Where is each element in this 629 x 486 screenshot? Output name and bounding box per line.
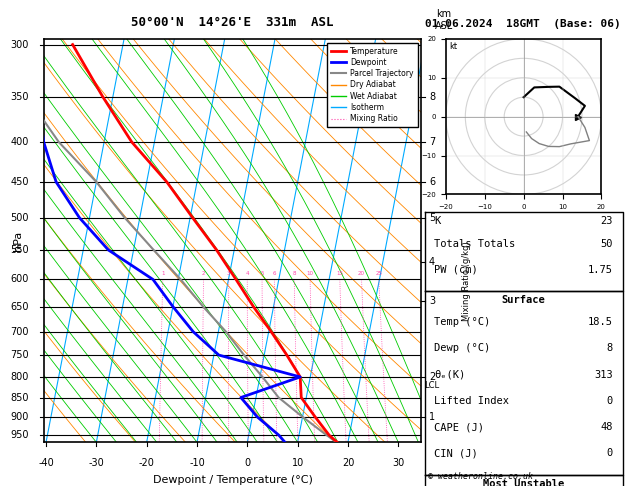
Text: 50: 50	[600, 239, 613, 248]
Text: 7: 7	[429, 137, 435, 147]
Text: 1.75: 1.75	[588, 265, 613, 275]
Text: 3: 3	[227, 271, 230, 276]
Text: 15: 15	[337, 271, 343, 276]
Text: 750: 750	[10, 350, 29, 360]
Text: 48: 48	[600, 422, 613, 432]
Text: 0: 0	[244, 458, 250, 469]
Text: 4: 4	[245, 271, 249, 276]
Text: 8: 8	[606, 344, 613, 353]
Text: 10: 10	[306, 271, 313, 276]
Text: 350: 350	[11, 92, 29, 102]
Text: Surface: Surface	[502, 295, 545, 305]
Text: 01.06.2024  18GMT  (Base: 06): 01.06.2024 18GMT (Base: 06)	[425, 19, 620, 29]
Text: 700: 700	[11, 327, 29, 337]
Text: 900: 900	[11, 412, 29, 422]
Text: -40: -40	[38, 458, 54, 469]
Text: Mixing Ratio (g/kg): Mixing Ratio (g/kg)	[462, 241, 471, 321]
Text: 20: 20	[358, 271, 365, 276]
Text: 25: 25	[375, 271, 382, 276]
Text: 550: 550	[10, 245, 29, 255]
Text: 50°00'N  14°26'E  331m  ASL: 50°00'N 14°26'E 331m ASL	[131, 16, 334, 29]
Text: 500: 500	[11, 213, 29, 223]
Text: θₑ(K): θₑ(K)	[435, 370, 465, 380]
Text: Most Unstable: Most Unstable	[483, 479, 564, 486]
Text: 650: 650	[11, 302, 29, 312]
Text: Temp (°C): Temp (°C)	[435, 317, 491, 327]
Text: © weatheronline.co.uk: © weatheronline.co.uk	[428, 472, 533, 481]
Text: 8: 8	[429, 92, 435, 102]
Text: 5: 5	[429, 213, 435, 223]
Text: 10: 10	[291, 458, 304, 469]
Text: kt: kt	[449, 42, 457, 51]
Text: 950: 950	[11, 430, 29, 440]
Text: 3: 3	[429, 296, 435, 306]
Text: 1: 1	[429, 412, 435, 422]
Text: 30: 30	[392, 458, 404, 469]
Text: Totals Totals: Totals Totals	[435, 239, 516, 248]
Text: CAPE (J): CAPE (J)	[435, 422, 484, 432]
Text: 1: 1	[161, 271, 165, 276]
Text: km
ASL: km ASL	[435, 9, 454, 31]
Text: 18.5: 18.5	[588, 317, 613, 327]
Legend: Temperature, Dewpoint, Parcel Trajectory, Dry Adiabat, Wet Adiabat, Isotherm, Mi: Temperature, Dewpoint, Parcel Trajectory…	[327, 43, 418, 127]
Text: 0: 0	[606, 448, 613, 458]
Text: 313: 313	[594, 370, 613, 380]
Text: 800: 800	[11, 372, 29, 382]
Text: 300: 300	[11, 39, 29, 50]
Text: 850: 850	[11, 393, 29, 402]
Text: PW (cm): PW (cm)	[435, 265, 478, 275]
Text: -30: -30	[89, 458, 104, 469]
Text: CIN (J): CIN (J)	[435, 448, 478, 458]
Text: 2: 2	[202, 271, 205, 276]
Text: -20: -20	[139, 458, 155, 469]
Text: Dewpoint / Temperature (°C): Dewpoint / Temperature (°C)	[153, 474, 313, 485]
Text: K: K	[435, 216, 441, 226]
Text: 400: 400	[11, 137, 29, 147]
Text: 450: 450	[11, 177, 29, 187]
Text: 5: 5	[260, 271, 264, 276]
Text: 2: 2	[429, 372, 435, 382]
Text: Dewp (°C): Dewp (°C)	[435, 344, 491, 353]
Text: hPa: hPa	[13, 230, 23, 251]
Text: 4: 4	[429, 257, 435, 267]
Text: -10: -10	[189, 458, 205, 469]
Text: 6: 6	[429, 177, 435, 187]
Text: Lifted Index: Lifted Index	[435, 396, 509, 406]
Text: 23: 23	[600, 216, 613, 226]
Text: 600: 600	[11, 275, 29, 284]
Text: 20: 20	[342, 458, 354, 469]
Text: 0: 0	[606, 396, 613, 406]
Text: LCL: LCL	[424, 381, 439, 390]
Text: 6: 6	[272, 271, 276, 276]
Text: 8: 8	[292, 271, 296, 276]
